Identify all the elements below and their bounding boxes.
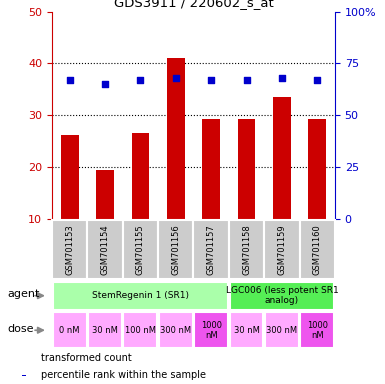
Point xyxy=(208,77,214,83)
Text: GSM701158: GSM701158 xyxy=(242,224,251,275)
Text: 1000
nM: 1000 nM xyxy=(307,321,328,340)
FancyBboxPatch shape xyxy=(194,312,228,348)
Bar xyxy=(273,97,291,219)
FancyBboxPatch shape xyxy=(124,312,157,348)
FancyBboxPatch shape xyxy=(158,220,193,279)
Bar xyxy=(132,133,149,219)
Text: 0 nM: 0 nM xyxy=(59,326,80,335)
Text: GSM701157: GSM701157 xyxy=(207,224,216,275)
FancyBboxPatch shape xyxy=(52,220,87,279)
FancyBboxPatch shape xyxy=(229,312,263,348)
FancyBboxPatch shape xyxy=(265,312,299,348)
FancyBboxPatch shape xyxy=(264,220,300,279)
FancyBboxPatch shape xyxy=(53,281,228,310)
Point xyxy=(279,75,285,81)
FancyBboxPatch shape xyxy=(53,312,87,348)
FancyBboxPatch shape xyxy=(87,220,123,279)
Bar xyxy=(308,119,326,219)
Text: LGC006 (less potent SR1
analog): LGC006 (less potent SR1 analog) xyxy=(226,286,338,305)
Bar xyxy=(167,58,185,219)
FancyBboxPatch shape xyxy=(229,220,264,279)
FancyBboxPatch shape xyxy=(123,220,158,279)
Text: 30 nM: 30 nM xyxy=(234,326,259,335)
Text: transformed count: transformed count xyxy=(41,353,132,363)
Text: 1000
nM: 1000 nM xyxy=(201,321,222,340)
Text: dose: dose xyxy=(8,324,34,334)
Bar xyxy=(22,375,27,376)
FancyBboxPatch shape xyxy=(229,281,334,310)
FancyBboxPatch shape xyxy=(300,220,335,279)
Point xyxy=(67,77,73,83)
Text: GSM701156: GSM701156 xyxy=(171,224,180,275)
Bar xyxy=(96,170,114,219)
Bar xyxy=(61,135,79,219)
Text: 300 nM: 300 nM xyxy=(266,326,298,335)
Point xyxy=(243,77,249,83)
FancyBboxPatch shape xyxy=(88,312,122,348)
FancyBboxPatch shape xyxy=(159,312,193,348)
Text: agent: agent xyxy=(8,289,40,299)
Point xyxy=(173,75,179,81)
Text: GSM701155: GSM701155 xyxy=(136,224,145,275)
Text: GSM701160: GSM701160 xyxy=(313,224,322,275)
Bar xyxy=(238,119,255,219)
Point xyxy=(102,81,108,87)
Text: GSM701154: GSM701154 xyxy=(100,224,110,275)
Text: percentile rank within the sample: percentile rank within the sample xyxy=(41,370,206,381)
Text: StemRegenin 1 (SR1): StemRegenin 1 (SR1) xyxy=(92,291,189,300)
FancyBboxPatch shape xyxy=(193,220,229,279)
Text: GSM701153: GSM701153 xyxy=(65,224,74,275)
Point xyxy=(314,77,320,83)
Text: 30 nM: 30 nM xyxy=(92,326,118,335)
Text: 300 nM: 300 nM xyxy=(160,326,191,335)
Text: GSM701159: GSM701159 xyxy=(277,224,286,275)
Point xyxy=(137,77,144,83)
Title: GDS3911 / 220602_s_at: GDS3911 / 220602_s_at xyxy=(114,0,273,9)
FancyBboxPatch shape xyxy=(300,312,334,348)
Text: 100 nM: 100 nM xyxy=(125,326,156,335)
Bar xyxy=(202,119,220,219)
